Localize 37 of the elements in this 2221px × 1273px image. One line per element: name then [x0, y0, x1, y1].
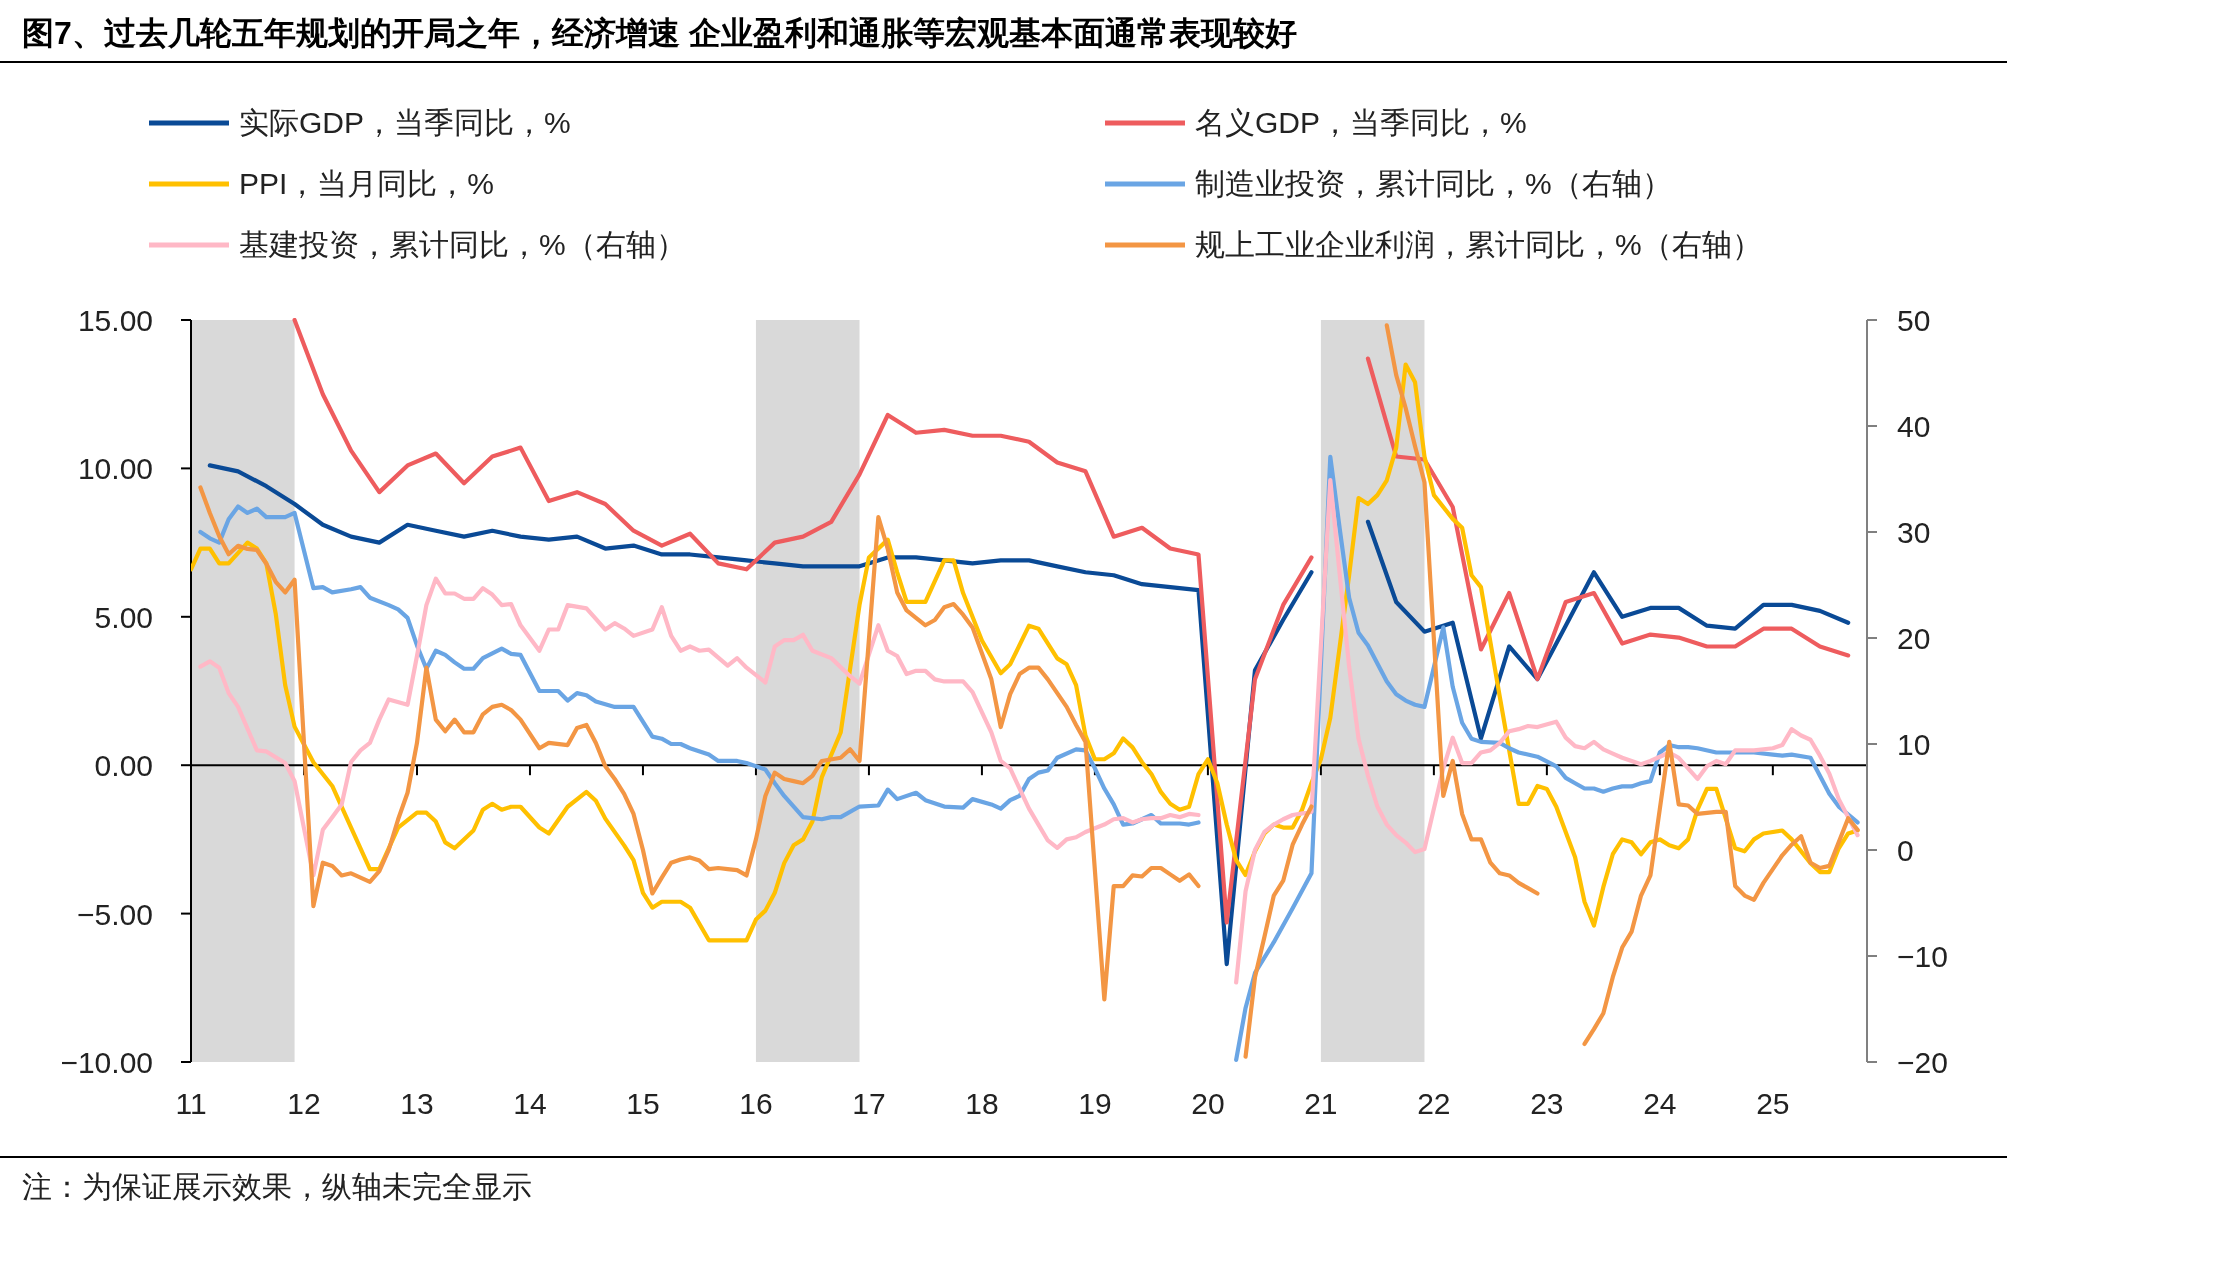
x-tick-label: 22: [1417, 1087, 1451, 1120]
y2-tick-label: 40: [1897, 410, 1931, 443]
x-tick-label: 19: [1078, 1087, 1112, 1120]
y2-tick-label: 50: [1897, 304, 1931, 337]
x-tick-label: 16: [739, 1087, 773, 1120]
legend-label: 制造业投资，累计同比，%（右轴）: [1195, 167, 1672, 200]
x-tick-label: 21: [1304, 1087, 1338, 1120]
y-tick-label: −10.00: [60, 1046, 153, 1079]
y-tick-label: −5.00: [77, 897, 153, 931]
x-tick-label: 11: [175, 1087, 207, 1120]
legend-label: 名义GDP，当季同比，%: [1195, 106, 1527, 139]
y2-tick-label: −10: [1897, 940, 1948, 973]
x-tick-label: 17: [852, 1087, 886, 1120]
y2-tick-label: 10: [1897, 728, 1931, 761]
text: 注：为保证展示效果，纵轴未完全显示: [22, 1170, 532, 1203]
x-tick-label: 13: [400, 1087, 434, 1120]
y-tick-label: 0.00: [94, 749, 153, 783]
y-tick-label: 5.00: [94, 600, 153, 634]
legend-label: PPI，当月同比，%: [239, 167, 495, 200]
legend-label: 基建投资，累计同比，%（右轴）: [239, 228, 686, 261]
y2-tick-label: −20: [1897, 1046, 1948, 1079]
x-tick-label: 12: [287, 1087, 321, 1120]
x-tick-label: 25: [1756, 1087, 1790, 1120]
y2-tick-label: 0: [1897, 834, 1914, 867]
chart-title: 图7、过去几轮五年规划的开局之年，经济增速 企业盈利和通胀等宏观基本面通常表现较好: [22, 15, 1297, 51]
x-tick-label: 18: [965, 1087, 999, 1120]
x-tick-label: 15: [626, 1087, 660, 1120]
x-tick-label: 14: [513, 1087, 547, 1120]
y2-tick-label: 30: [1897, 516, 1931, 549]
x-tick-label: 20: [1191, 1087, 1225, 1120]
legend-label: 实际GDP，当季同比，%: [239, 106, 571, 139]
x-tick-label: 24: [1643, 1087, 1677, 1120]
x-tick-label: 23: [1530, 1087, 1564, 1120]
legend-label: 规上工业企业利润，累计同比，%（右轴）: [1195, 228, 1762, 261]
y-tick-label: 15.00: [77, 304, 153, 337]
y-tick-label: 10.00: [77, 452, 153, 486]
y2-tick-label: 20: [1897, 622, 1931, 655]
